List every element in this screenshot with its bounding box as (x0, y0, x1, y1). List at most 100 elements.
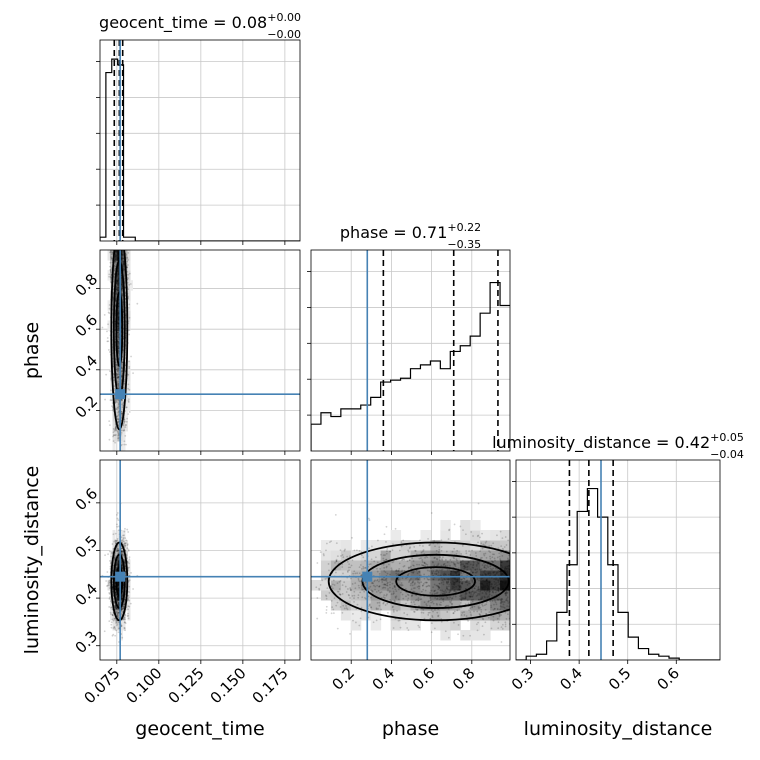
density-cell (110, 600, 113, 611)
sample-point (108, 273, 111, 276)
sample-point (109, 265, 111, 268)
sample-point (127, 594, 130, 597)
sample-point (117, 318, 120, 321)
sample-point (372, 621, 375, 624)
density-cell (380, 540, 392, 551)
sample-point (115, 550, 118, 553)
sample-point (422, 611, 425, 614)
density-cell (470, 600, 481, 611)
sample-point (490, 594, 493, 597)
sample-point (348, 563, 351, 565)
sample-point (465, 552, 468, 555)
sample-point (127, 306, 130, 309)
sample-point (110, 251, 112, 254)
hist-1d-geocent_time (100, 58, 300, 241)
sample-point (432, 610, 434, 613)
sample-point (458, 574, 461, 577)
sample-point (469, 595, 472, 598)
sample-point (113, 272, 116, 275)
sample-point (505, 597, 508, 600)
sample-point (473, 587, 476, 590)
density-cell (330, 600, 342, 611)
sample-point (114, 251, 117, 254)
sample-point (503, 568, 506, 571)
sample-point (390, 567, 393, 570)
sample-point (477, 562, 480, 565)
sample-point (117, 599, 119, 602)
density-cell (460, 610, 471, 621)
density-cell (311, 580, 322, 591)
panel-content (311, 460, 510, 660)
sample-point (497, 586, 499, 589)
sample-point (383, 566, 386, 569)
sample-point (445, 582, 448, 584)
density-cell (120, 530, 123, 541)
sample-point (116, 517, 119, 520)
sample-point (477, 589, 480, 592)
sample-point (365, 597, 367, 600)
sample-point (114, 605, 117, 608)
density-cell (370, 580, 382, 591)
sample-point (454, 565, 457, 568)
sample-point (117, 564, 120, 566)
sample-point (481, 597, 484, 600)
sample-point (128, 388, 131, 391)
sample-point (435, 557, 438, 560)
sample-point (116, 252, 119, 255)
sample-point (117, 378, 120, 380)
density-cell (320, 570, 332, 581)
sample-point (435, 592, 438, 595)
sample-point (117, 589, 120, 592)
sample-point (121, 595, 123, 598)
sample-point (483, 590, 486, 592)
sample-point (344, 548, 346, 551)
density-cell (115, 560, 118, 571)
sample-point (117, 588, 120, 591)
density-cell (117, 420, 121, 432)
sample-point (117, 370, 119, 373)
density-cell (430, 540, 441, 551)
sample-point (460, 578, 463, 581)
sample-point (464, 596, 467, 599)
sample-point (490, 560, 493, 563)
sample-point (428, 578, 431, 581)
sample-point (442, 581, 445, 583)
sample-point (400, 584, 403, 587)
density-cell (500, 610, 510, 621)
sample-point (120, 257, 123, 260)
sample-point (477, 541, 479, 544)
sample-point (496, 598, 499, 601)
sample-point (410, 582, 412, 585)
sample-point (454, 595, 457, 598)
sample-point (497, 588, 500, 590)
sample-point (484, 541, 487, 544)
sample-point (410, 601, 413, 604)
truth-marker (115, 389, 126, 400)
sample-point (476, 588, 479, 591)
density-cell (430, 610, 441, 621)
density-cell (420, 530, 431, 541)
sample-point (392, 543, 394, 546)
sample-point (435, 570, 437, 573)
sample-point (106, 340, 109, 343)
sample-point (114, 434, 116, 437)
sample-point (494, 559, 496, 562)
sample-point (122, 605, 125, 608)
sample-point (460, 563, 463, 565)
sample-point (434, 589, 437, 592)
sample-point (504, 623, 507, 626)
sample-point (117, 347, 120, 350)
sample-point (354, 587, 357, 590)
sample-point (376, 584, 379, 587)
sample-point (111, 543, 114, 545)
sample-point (442, 563, 445, 566)
density-cell (440, 600, 451, 611)
sample-point (500, 600, 503, 602)
sample-point (124, 426, 127, 429)
sample-point (471, 549, 473, 552)
sample-point (501, 605, 503, 608)
sample-point (117, 373, 120, 376)
sample-point (477, 593, 479, 595)
sample-point (440, 604, 442, 606)
sample-point (487, 586, 490, 589)
